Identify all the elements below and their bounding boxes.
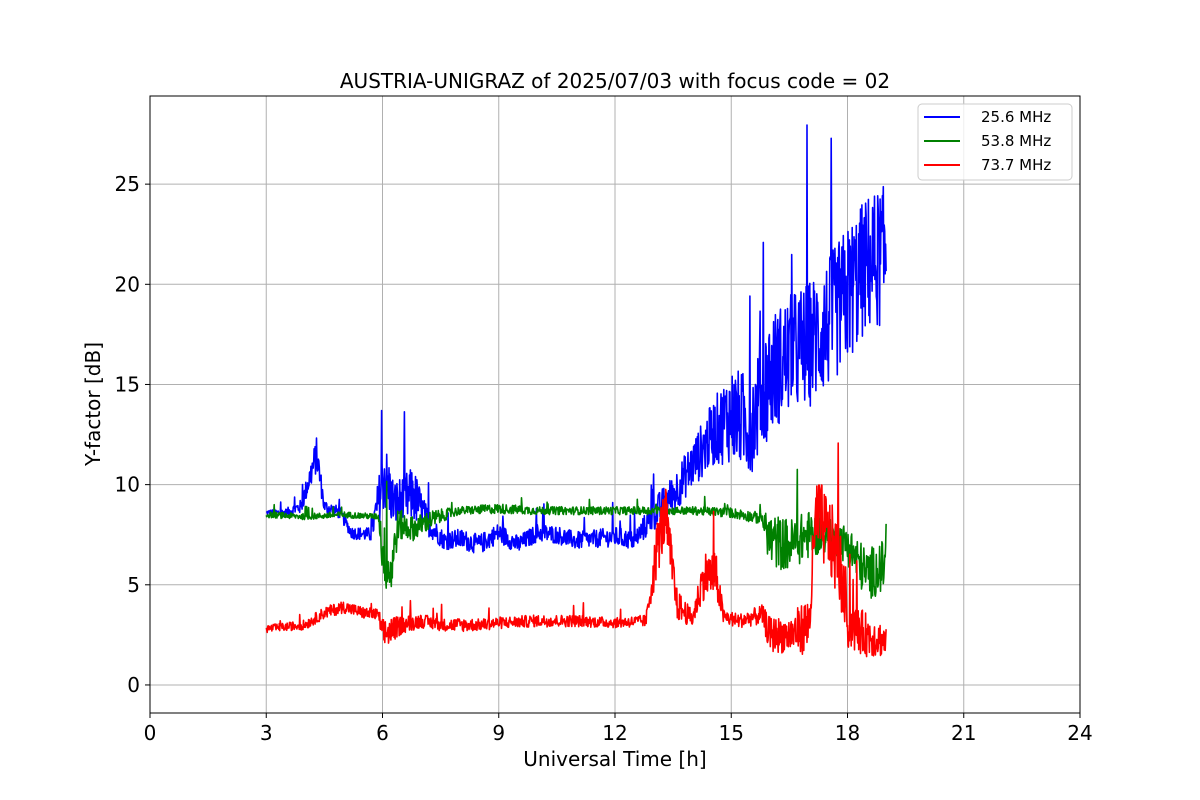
series-line-2 bbox=[265, 442, 887, 658]
y-tick-label: 0 bbox=[127, 673, 140, 697]
series-layer bbox=[265, 124, 887, 658]
legend-label: 25.6 MHz bbox=[981, 108, 1051, 126]
legend-box bbox=[917, 103, 1073, 181]
x-tick-label: 24 bbox=[1067, 721, 1092, 745]
x-tick-label: 6 bbox=[376, 721, 389, 745]
y-tick-label: 25 bbox=[115, 172, 140, 196]
x-axis-label: Universal Time [h] bbox=[523, 747, 706, 771]
series-line-0 bbox=[265, 124, 887, 554]
x-axis-ticks: 0 3 6 9 12 15 18 21 24 bbox=[144, 713, 1093, 745]
legend: 25.6 MHz 53.8 MHz 73.7 MHz bbox=[917, 103, 1073, 181]
legend-label: 53.8 MHz bbox=[981, 132, 1051, 150]
y-tick-label: 5 bbox=[127, 573, 140, 597]
y-axis-label: Y-factor [dB] bbox=[81, 342, 105, 467]
x-tick-label: 9 bbox=[492, 721, 505, 745]
plot-area bbox=[265, 124, 887, 658]
x-tick-label: 21 bbox=[951, 721, 976, 745]
x-tick-label: 12 bbox=[602, 721, 627, 745]
y-axis-ticks: 0 5 10 15 20 25 bbox=[115, 172, 150, 697]
y-tick-label: 20 bbox=[115, 272, 140, 296]
chart-title: AUSTRIA-UNIGRAZ of 2025/07/03 with focus… bbox=[340, 69, 890, 93]
y-tick-label: 15 bbox=[115, 372, 140, 396]
x-tick-label: 15 bbox=[719, 721, 744, 745]
legend-label: 73.7 MHz bbox=[981, 156, 1051, 174]
x-tick-label: 3 bbox=[260, 721, 273, 745]
series-line-1 bbox=[265, 468, 887, 599]
x-tick-label: 18 bbox=[835, 721, 860, 745]
y-tick-label: 10 bbox=[115, 473, 140, 497]
x-tick-label: 0 bbox=[144, 721, 157, 745]
